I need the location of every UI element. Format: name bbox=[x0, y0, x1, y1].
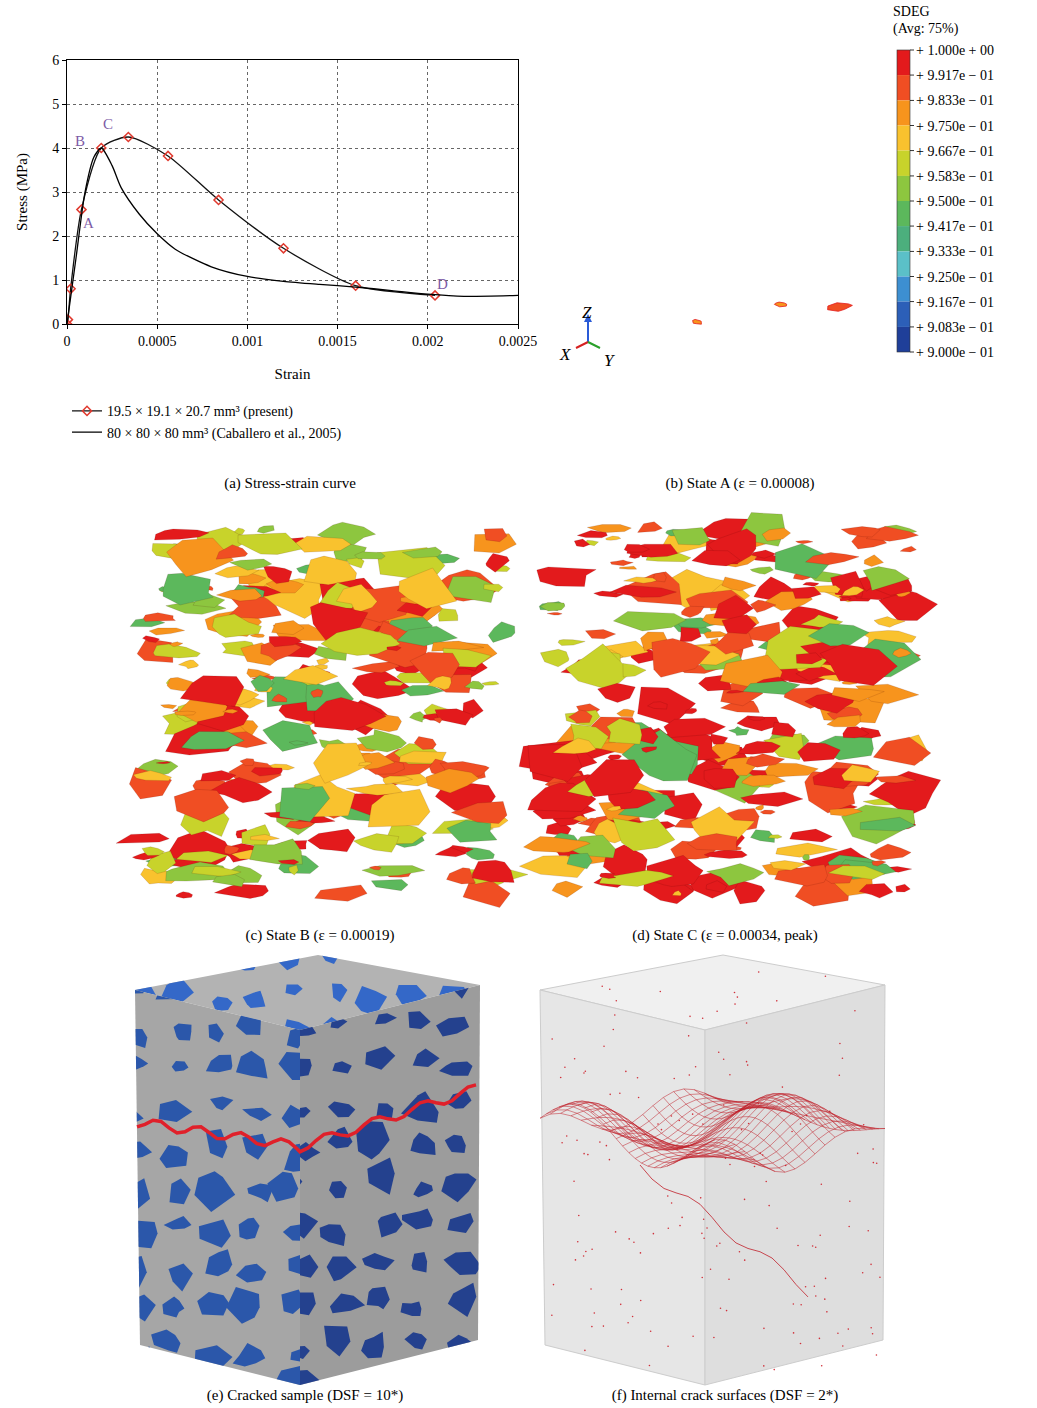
svg-text:0: 0 bbox=[52, 317, 59, 332]
svg-text:6: 6 bbox=[52, 53, 59, 68]
svg-text:4: 4 bbox=[52, 141, 59, 156]
svg-text:19.5 × 19.1 × 20.7 mm³ (presen: 19.5 × 19.1 × 20.7 mm³ (present) bbox=[107, 404, 293, 420]
svg-text:0.002: 0.002 bbox=[412, 334, 444, 349]
svg-text:(f) Internal crack surfaces (D: (f) Internal crack surfaces (DSF = 2*) bbox=[612, 1387, 839, 1404]
svg-text:0.0015: 0.0015 bbox=[318, 334, 357, 349]
svg-text:(Avg: 75%): (Avg: 75%) bbox=[893, 21, 959, 37]
svg-text:D: D bbox=[437, 276, 448, 292]
svg-text:Strain: Strain bbox=[275, 366, 311, 382]
svg-text:(a) Stress-strain curve: (a) Stress-strain curve bbox=[224, 475, 356, 492]
svg-text:+ 9.417e − 01: + 9.417e − 01 bbox=[916, 219, 994, 234]
svg-text:(c) State B (ε = 0.00019): (c) State B (ε = 0.00019) bbox=[246, 927, 395, 944]
svg-text:+ 9.833e − 01: + 9.833e − 01 bbox=[916, 93, 994, 108]
svg-text:Stress (MPa): Stress (MPa) bbox=[14, 153, 31, 231]
svg-text:0.0005: 0.0005 bbox=[138, 334, 177, 349]
svg-text:+ 9.000e − 01: + 9.000e − 01 bbox=[916, 345, 994, 360]
svg-text:C: C bbox=[103, 116, 113, 132]
svg-text:A: A bbox=[83, 215, 94, 231]
svg-text:1: 1 bbox=[52, 273, 59, 288]
svg-text:+ 9.250e − 01: + 9.250e − 01 bbox=[916, 270, 994, 285]
svg-text:0: 0 bbox=[64, 334, 71, 349]
svg-text:3: 3 bbox=[52, 185, 59, 200]
svg-text:+ 9.667e − 01: + 9.667e − 01 bbox=[916, 144, 994, 159]
svg-text:+ 9.333e − 01: + 9.333e − 01 bbox=[916, 244, 994, 259]
svg-text:(b) State A (ε = 0.00008): (b) State A (ε = 0.00008) bbox=[666, 475, 815, 492]
svg-text:2: 2 bbox=[52, 229, 59, 244]
svg-text:+ 9.500e − 01: + 9.500e − 01 bbox=[916, 194, 994, 209]
svg-text:+ 9.917e − 01: + 9.917e − 01 bbox=[916, 68, 994, 83]
svg-text:+ 9.583e − 01: + 9.583e − 01 bbox=[916, 169, 994, 184]
svg-text:B: B bbox=[75, 133, 85, 149]
svg-text:+ 9.167e − 01: + 9.167e − 01 bbox=[916, 295, 994, 310]
svg-text:Z: Z bbox=[582, 303, 592, 322]
svg-text:SDEG: SDEG bbox=[893, 4, 930, 19]
svg-text:0.001: 0.001 bbox=[232, 334, 264, 349]
svg-text:Y: Y bbox=[604, 351, 615, 370]
svg-text:5: 5 bbox=[52, 97, 59, 112]
svg-text:+ 1.000e + 00: + 1.000e + 00 bbox=[916, 43, 994, 58]
svg-text:+ 9.083e − 01: + 9.083e − 01 bbox=[916, 320, 994, 335]
svg-text:80 × 80 × 80 mm³ (Caballero et: 80 × 80 × 80 mm³ (Caballero et al., 2005… bbox=[107, 426, 342, 442]
svg-text:X: X bbox=[559, 345, 571, 364]
svg-text:+ 9.750e − 01: + 9.750e − 01 bbox=[916, 119, 994, 134]
svg-text:(d) State C (ε = 0.00034, peak: (d) State C (ε = 0.00034, peak) bbox=[632, 927, 818, 944]
svg-text:(e) Cracked sample (DSF = 10*): (e) Cracked sample (DSF = 10*) bbox=[207, 1387, 403, 1404]
svg-text:0.0025: 0.0025 bbox=[499, 334, 538, 349]
